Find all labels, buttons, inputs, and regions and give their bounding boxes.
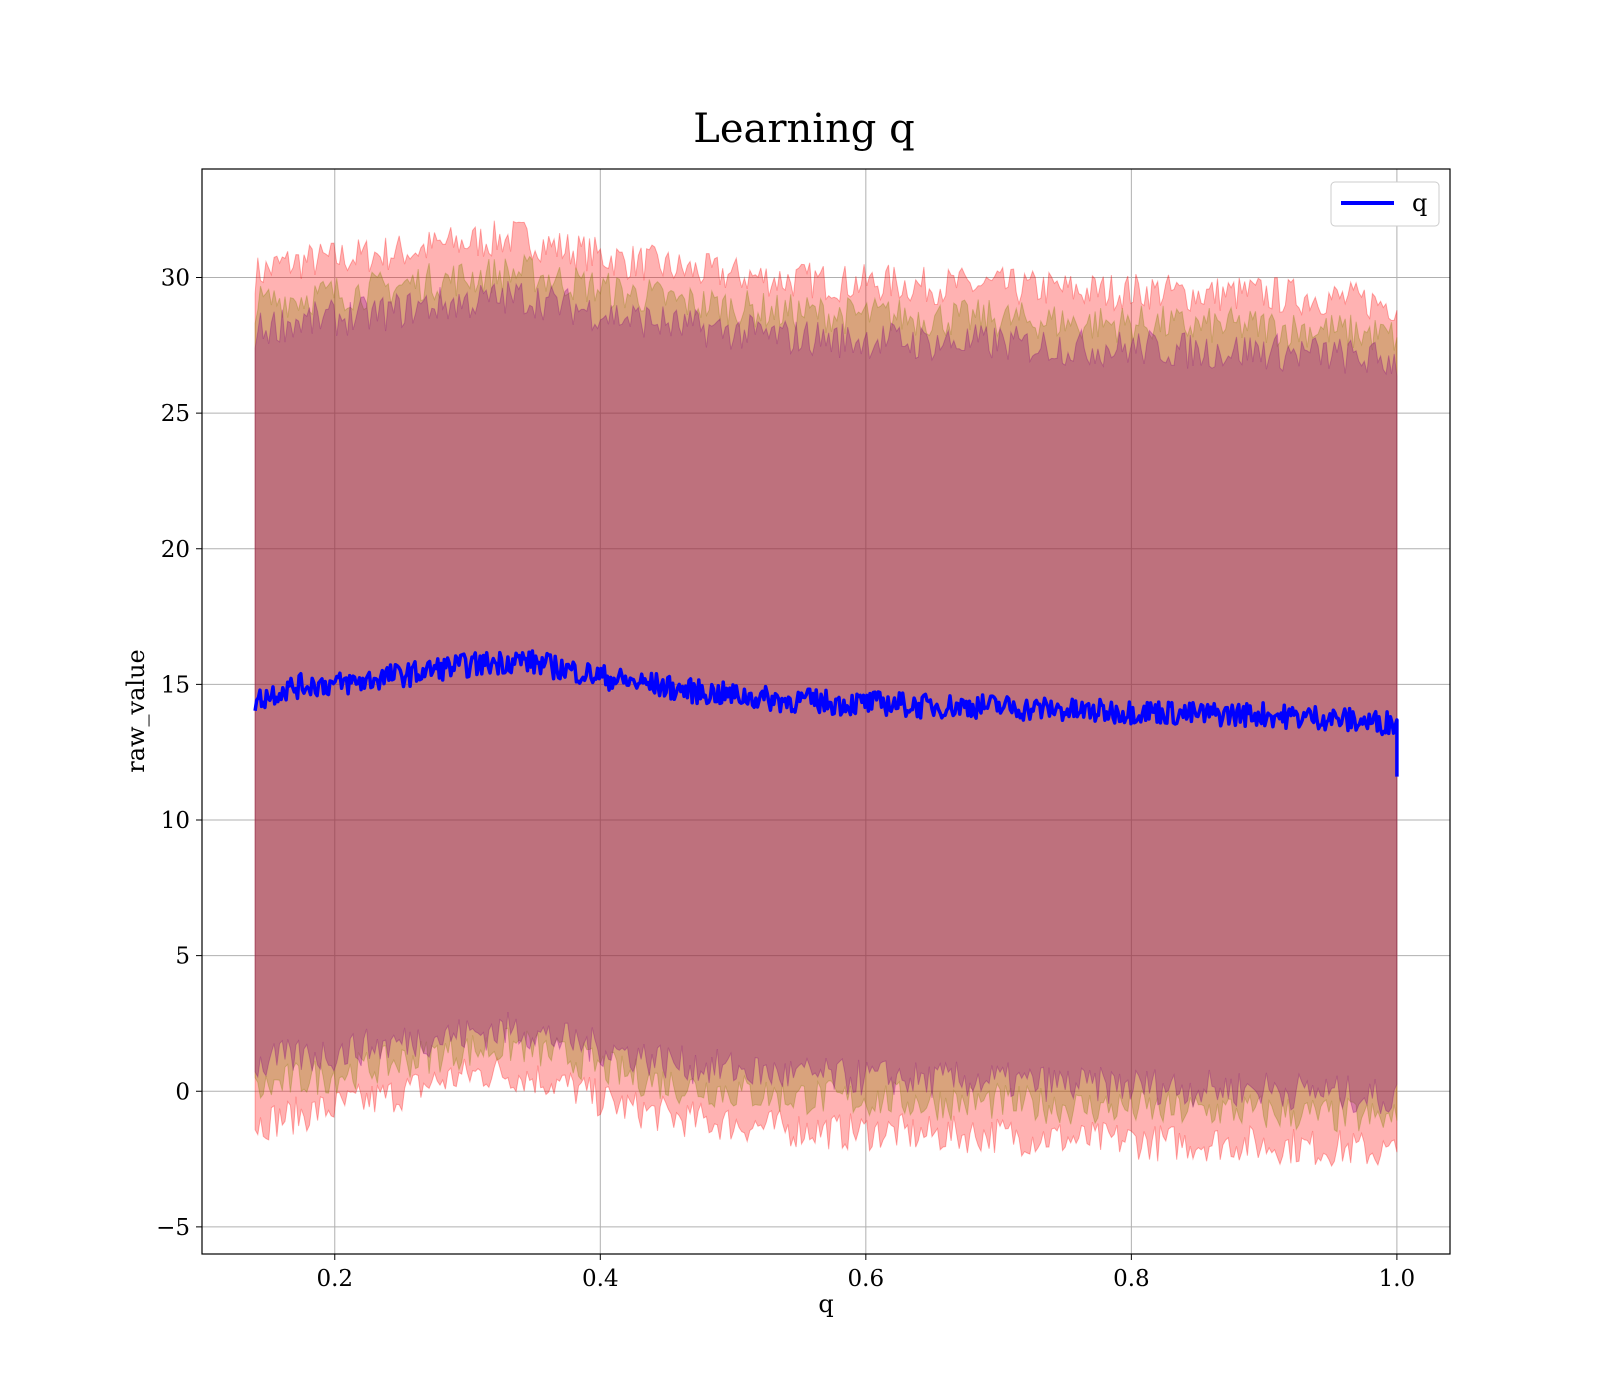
y-tick-label: 20 xyxy=(161,537,190,563)
y-tick-label: 30 xyxy=(161,266,190,292)
x-tick-label: 0.4 xyxy=(582,1266,619,1292)
x-tick-label: 0.6 xyxy=(848,1266,885,1292)
legend-label-q: q xyxy=(1412,189,1427,217)
y-tick-label: −5 xyxy=(156,1215,190,1241)
x-tick-label: 0.8 xyxy=(1113,1266,1150,1292)
y-tick-label: 5 xyxy=(175,944,190,970)
x-axis-label: q xyxy=(818,1290,833,1318)
series-lines xyxy=(253,649,1399,777)
y-tick-label: 0 xyxy=(175,1079,190,1105)
legend: q xyxy=(1330,181,1440,227)
axis-ticks: 0.2 0.4 0.6 0.8 1.0 −5 0 5 10 15 20 25 30 xyxy=(156,266,1415,1293)
x-tick-label: 0.2 xyxy=(316,1266,353,1292)
y-tick-label: 15 xyxy=(161,672,190,698)
x-tick-label: 1.0 xyxy=(1379,1266,1416,1292)
series-line-q xyxy=(253,649,1399,777)
y-tick-label: 10 xyxy=(161,808,190,834)
grid xyxy=(202,169,1450,1254)
chart-title: Learning q xyxy=(693,106,914,152)
plot-area-frame xyxy=(201,168,1451,1255)
y-axis-label: raw_value xyxy=(122,649,150,773)
y-tick-label: 25 xyxy=(161,401,190,427)
